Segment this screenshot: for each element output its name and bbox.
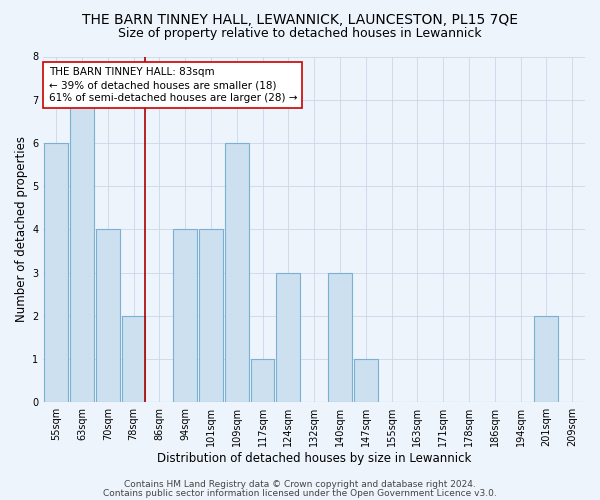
- Text: THE BARN TINNEY HALL, LEWANNICK, LAUNCESTON, PL15 7QE: THE BARN TINNEY HALL, LEWANNICK, LAUNCES…: [82, 12, 518, 26]
- Bar: [70, 100, 94, 402]
- Text: Size of property relative to detached houses in Lewannick: Size of property relative to detached ho…: [118, 28, 482, 40]
- Bar: [225, 143, 248, 402]
- Text: Contains HM Land Registry data © Crown copyright and database right 2024.: Contains HM Land Registry data © Crown c…: [124, 480, 476, 489]
- Bar: [44, 143, 68, 402]
- Bar: [535, 316, 558, 402]
- Y-axis label: Number of detached properties: Number of detached properties: [15, 136, 28, 322]
- Bar: [199, 230, 223, 402]
- Bar: [122, 316, 145, 402]
- Bar: [96, 230, 119, 402]
- Bar: [277, 272, 300, 402]
- Bar: [328, 272, 352, 402]
- Bar: [251, 359, 274, 402]
- Bar: [354, 359, 377, 402]
- Text: THE BARN TINNEY HALL: 83sqm
← 39% of detached houses are smaller (18)
61% of sem: THE BARN TINNEY HALL: 83sqm ← 39% of det…: [49, 67, 297, 104]
- X-axis label: Distribution of detached houses by size in Lewannick: Distribution of detached houses by size …: [157, 452, 472, 465]
- Text: Contains public sector information licensed under the Open Government Licence v3: Contains public sector information licen…: [103, 489, 497, 498]
- Bar: [173, 230, 197, 402]
